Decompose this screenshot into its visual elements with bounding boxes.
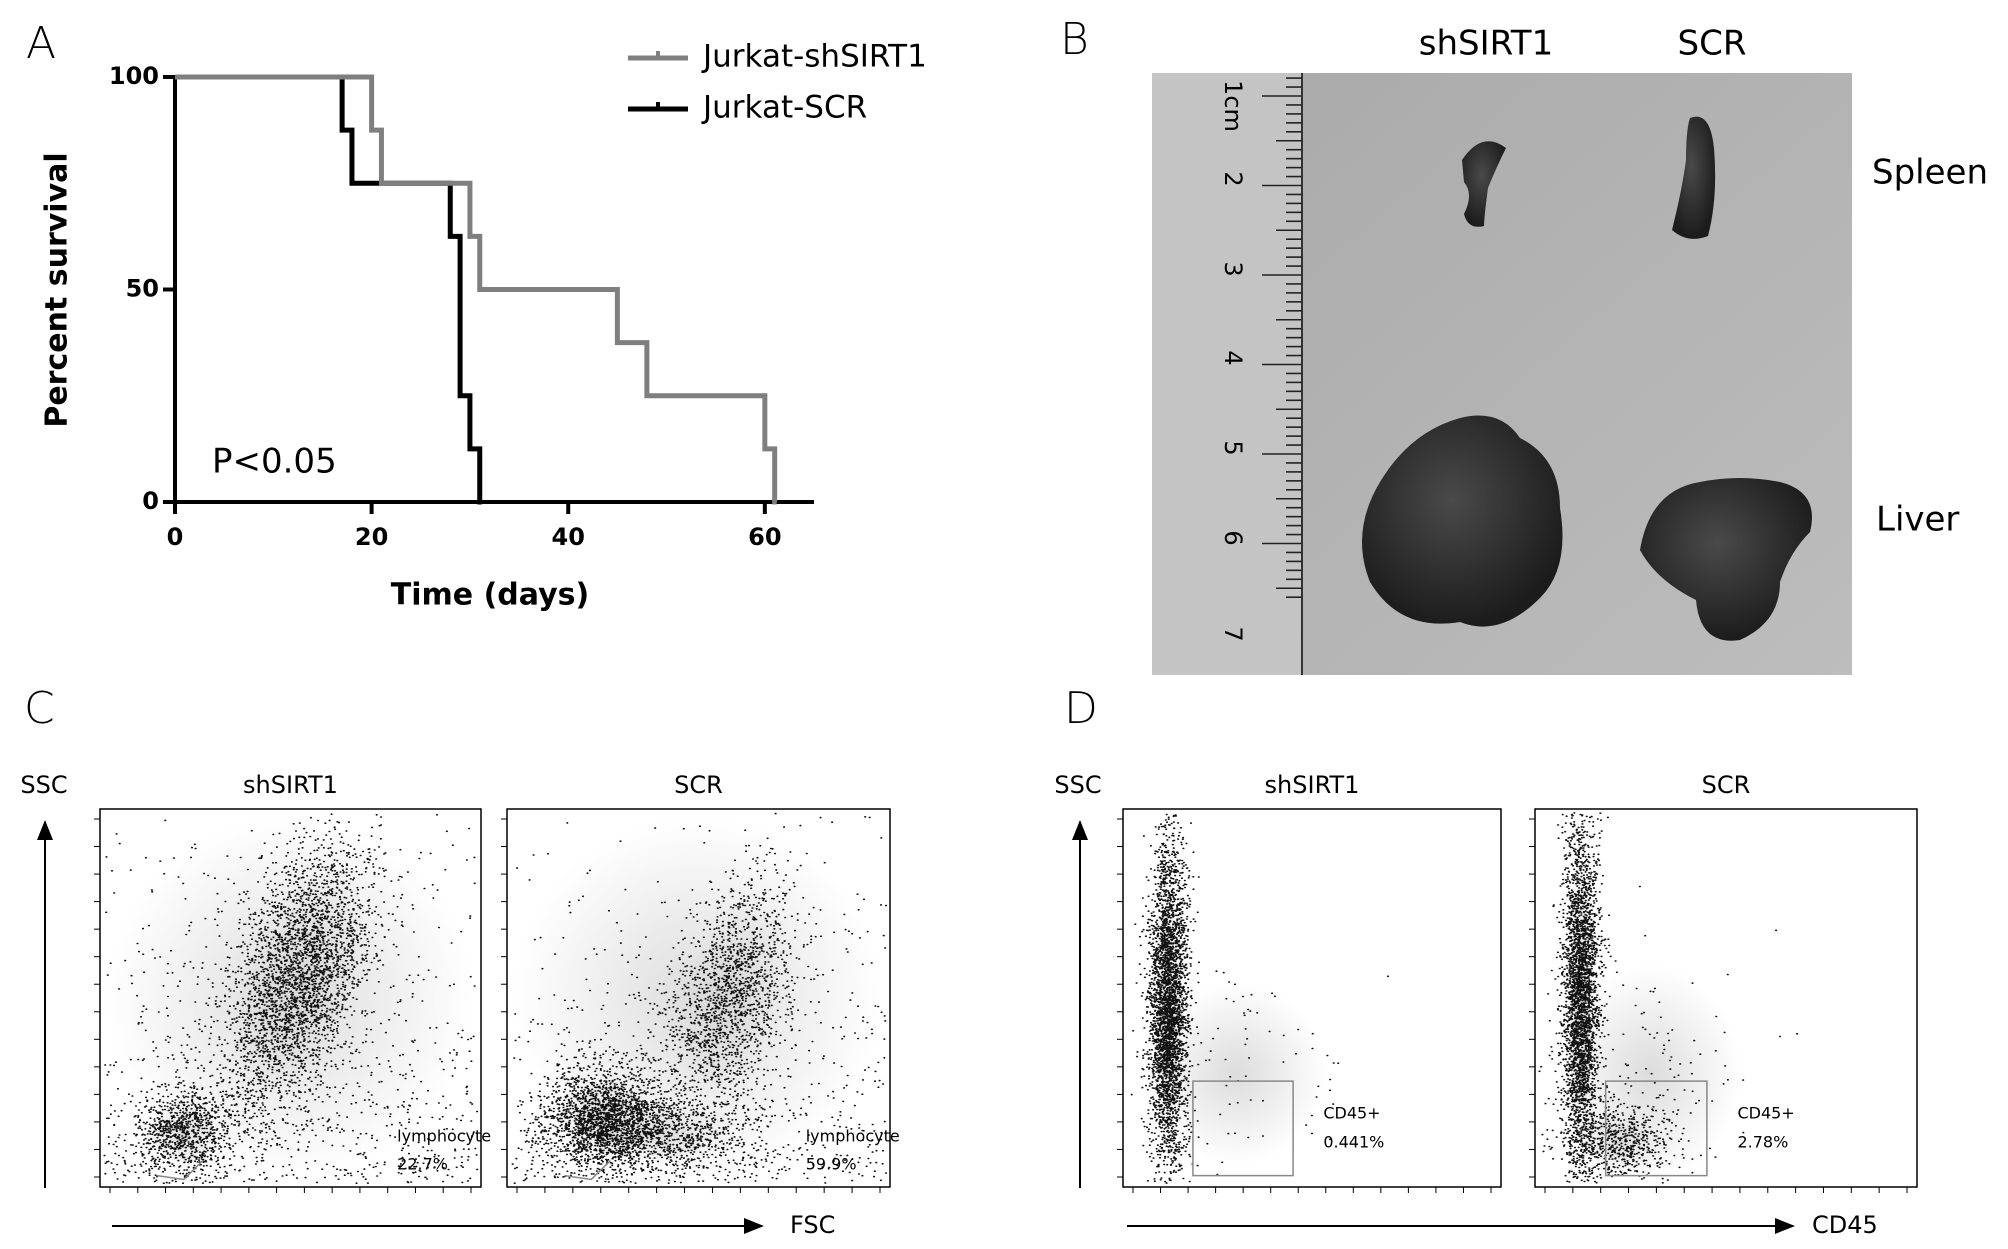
density-area xyxy=(1145,982,1328,1165)
event-dots xyxy=(1538,812,1799,1184)
y-tick-label: 0 xyxy=(142,487,159,515)
spleen xyxy=(1672,116,1716,239)
ruler-label: 6 xyxy=(1219,530,1247,545)
row-label: Liver xyxy=(1876,500,1959,540)
ruler-label: 7 xyxy=(1219,626,1247,641)
event-dots xyxy=(103,813,479,1184)
density-area xyxy=(1557,964,1742,1183)
x-tick-label: 40 xyxy=(552,523,585,551)
x-axis-label: FSC xyxy=(790,1211,835,1239)
gate xyxy=(564,1160,611,1181)
row-label: Spleen xyxy=(1872,153,1988,193)
panel-label: D xyxy=(1064,683,1098,734)
ruler-ticks: 1cm 2 3 4 5 6 7 xyxy=(1219,77,1302,642)
plot-title: shSIRT1 xyxy=(243,771,338,799)
x-axis-label: Time (days) xyxy=(391,578,589,613)
flow-plot: shSIRT1 CD45+ 0.441% xyxy=(1117,771,1502,1193)
liver xyxy=(1640,478,1812,641)
gate-percent: 59.9% xyxy=(806,1155,857,1174)
gate-label: CD45+ xyxy=(1737,1104,1794,1123)
gate-percent: 2.78% xyxy=(1737,1133,1788,1152)
flow-plot: SCR CD45+ 2.78% xyxy=(1529,771,1918,1193)
ruler-label: 1cm xyxy=(1219,80,1247,132)
y-axis-label: SSC xyxy=(20,771,67,799)
liver xyxy=(1362,415,1563,627)
survival-chart: Time (days) Percent survival P<0.05 0 50 1… xyxy=(40,39,927,613)
flow-plot: SCR lymphocyte 59.9% xyxy=(501,771,900,1193)
y-tick-label: 100 xyxy=(109,62,159,90)
ruler-label: 2 xyxy=(1219,171,1247,186)
ruler-label: 3 xyxy=(1219,261,1247,276)
gate-percent: 0.441% xyxy=(1323,1133,1384,1152)
gate-percent: 22.7% xyxy=(397,1155,448,1174)
ruler-label: 4 xyxy=(1219,350,1247,365)
gate-label: CD45+ xyxy=(1323,1104,1380,1123)
plot-title: SCR xyxy=(1702,771,1751,799)
y-axis-label: Percent survival xyxy=(40,152,75,427)
annotation: P<0.05 xyxy=(212,442,337,482)
y-axis-label: SSC xyxy=(1054,771,1101,799)
gate xyxy=(1192,1080,1294,1177)
x-tick-label: 0 xyxy=(167,523,184,551)
gate-label: lymphocyte xyxy=(397,1127,491,1146)
spleen xyxy=(1462,141,1506,227)
column-label: SCR xyxy=(1678,24,1747,64)
ruler-label: 5 xyxy=(1219,440,1247,455)
survival-line xyxy=(175,74,483,505)
event-dots xyxy=(511,812,888,1184)
y-tick-label: 50 xyxy=(126,275,159,303)
plot-title: SCR xyxy=(674,771,723,799)
organ-photo: 1cm 2 3 4 5 6 7 shSIRT1 SCR Spleen Liver xyxy=(1152,24,1988,675)
panel-label: A xyxy=(26,18,56,69)
x-tick-label: 20 xyxy=(355,523,388,551)
panel-label: B xyxy=(1060,14,1089,65)
flow-plot: shSIRT1 lymphocyte 22.7% xyxy=(94,771,491,1193)
x-tick-label: 60 xyxy=(748,523,781,551)
legend-label: Jurkat-SCR xyxy=(701,90,867,126)
plot-title: shSIRT1 xyxy=(1265,771,1360,799)
legend-label: Jurkat-shSIRT1 xyxy=(701,39,927,75)
survival-line xyxy=(175,74,778,505)
column-label: shSIRT1 xyxy=(1419,24,1553,64)
panel-label: C xyxy=(24,683,55,734)
gate-label: lymphocyte xyxy=(806,1127,900,1146)
x-axis-label: CD45 xyxy=(1812,1211,1878,1239)
gate xyxy=(157,1160,204,1181)
event-dots xyxy=(1130,813,1390,1184)
gate xyxy=(1604,1080,1708,1177)
ruler xyxy=(1152,73,1302,675)
